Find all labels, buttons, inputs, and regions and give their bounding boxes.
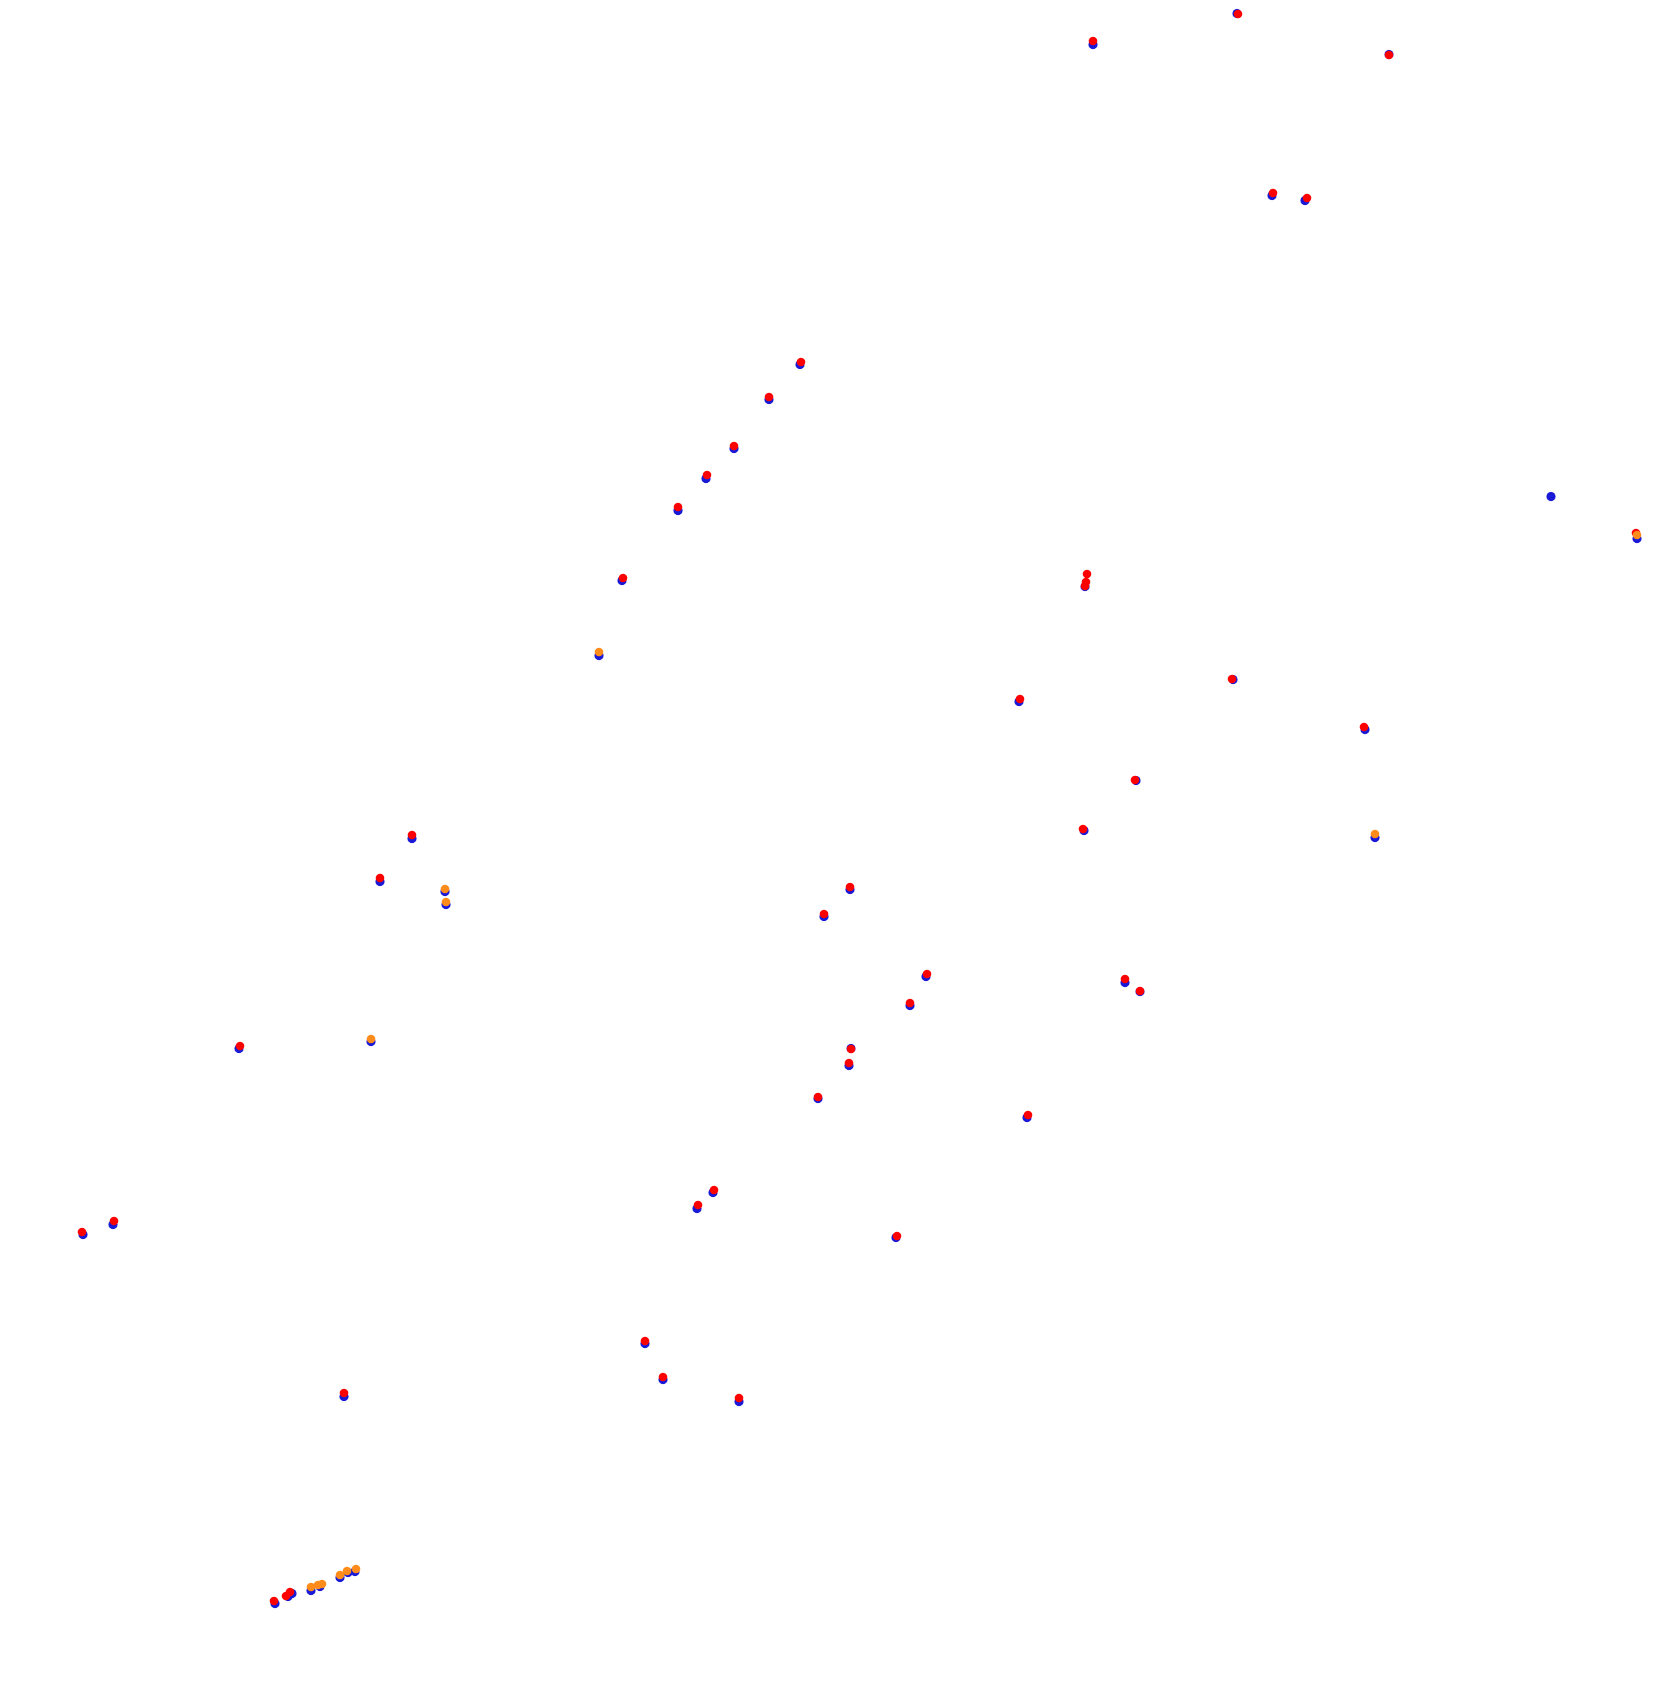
scatter-point: [1302, 193, 1312, 203]
scatter-point: [1082, 569, 1092, 579]
scatter-point: [441, 897, 451, 907]
scatter-point: [335, 1570, 345, 1580]
series-1: [77, 9, 1641, 1606]
scatter-point: [269, 1596, 279, 1606]
scatter-point: [1130, 775, 1140, 785]
scatter-point: [1080, 581, 1090, 591]
scatter-point: [673, 502, 683, 512]
scatter-point: [764, 392, 774, 402]
scatter-point: [1227, 674, 1237, 684]
series-2: [306, 530, 1642, 1592]
scatter-point: [1359, 722, 1369, 732]
scatter-point: [306, 1582, 316, 1592]
scatter-point: [1268, 188, 1278, 198]
scatter-point: [709, 1185, 719, 1195]
series-0: [78, 8, 1642, 1609]
scatter-point: [339, 1388, 349, 1398]
scatter-point: [640, 1336, 650, 1346]
scatter-point: [729, 441, 739, 451]
scatter-point: [77, 1227, 87, 1237]
scatter-point: [796, 357, 806, 367]
scatter-point: [845, 882, 855, 892]
scatter-point: [922, 969, 932, 979]
scatter-point: [844, 1058, 854, 1068]
scatter-point: [819, 909, 829, 919]
scatter-point: [1015, 694, 1025, 704]
scatter-point: [342, 1566, 352, 1576]
scatter-point: [351, 1564, 361, 1574]
scatter-point: [892, 1231, 902, 1241]
scatter-point: [1233, 9, 1243, 19]
scatter-point: [1023, 1110, 1033, 1120]
scatter-point: [734, 1393, 744, 1403]
series-layer: [77, 8, 1642, 1609]
scatter-point: [1632, 530, 1642, 540]
scatter-point: [905, 998, 915, 1008]
scatter-point: [285, 1587, 295, 1597]
scatter-point: [1120, 974, 1130, 984]
scatter-point: [1370, 829, 1380, 839]
scatter-point: [407, 830, 417, 840]
scatter-point: [317, 1579, 327, 1589]
scatter-point: [594, 647, 604, 657]
scatter-point: [375, 873, 385, 883]
scatter-point: [846, 1044, 856, 1054]
scatter-point: [1135, 986, 1145, 996]
scatter-point: [693, 1200, 703, 1210]
scatter-point: [813, 1092, 823, 1102]
scatter-point: [235, 1041, 245, 1051]
scatter-point: [440, 884, 450, 894]
scatter-point: [1384, 50, 1394, 60]
scatter-point: [702, 470, 712, 480]
scatter-point: [109, 1216, 119, 1226]
scatter-point: [1546, 491, 1556, 502]
scatter-point: [618, 573, 628, 583]
scatter-point: [366, 1034, 376, 1044]
scatter-point: [1078, 824, 1088, 834]
scatter-point: [1088, 36, 1098, 46]
scatter-point: [658, 1372, 668, 1382]
